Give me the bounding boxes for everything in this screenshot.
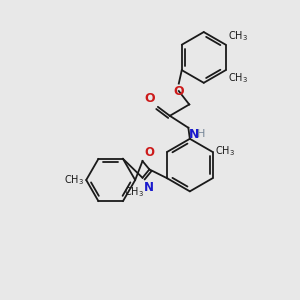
Text: CH$_3$: CH$_3$ (228, 29, 248, 43)
Text: O: O (145, 92, 155, 105)
Text: O: O (173, 85, 184, 98)
Text: CH$_3$: CH$_3$ (215, 144, 235, 158)
Text: N: N (144, 181, 154, 194)
Text: CH$_3$: CH$_3$ (64, 173, 84, 187)
Text: CH$_3$: CH$_3$ (124, 185, 144, 199)
Text: CH$_3$: CH$_3$ (228, 72, 248, 86)
Text: H: H (197, 129, 206, 139)
Text: O: O (144, 146, 154, 159)
Text: N: N (189, 128, 199, 141)
